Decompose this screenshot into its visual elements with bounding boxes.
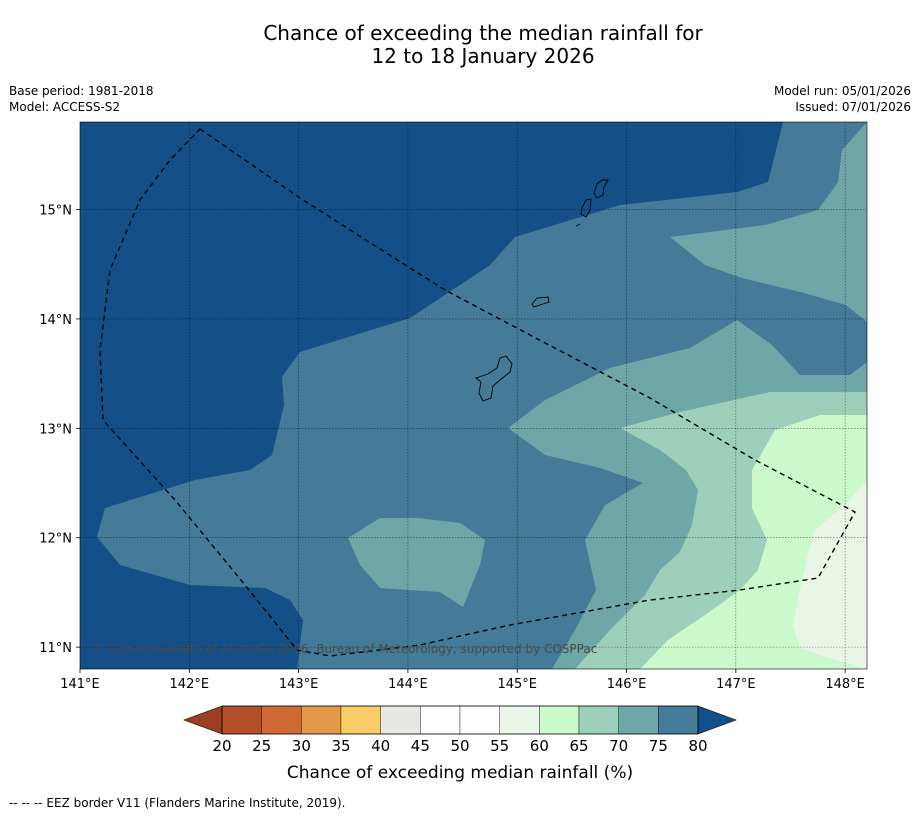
y-tick-label: 15°N <box>39 204 72 219</box>
colorbar-segment <box>340 705 381 735</box>
x-tick-label: 146°E <box>607 677 647 692</box>
colorbar-tick-label: 50 <box>450 737 469 755</box>
colorbar-tick-label: 20 <box>212 737 231 755</box>
colorbar-low-extend <box>183 705 223 735</box>
contour-fill-group: © Commonwealth of Australia 2026, Bureau… <box>80 122 867 669</box>
colorbar-tick-label: 70 <box>609 737 628 755</box>
colorbar-segment <box>420 705 461 735</box>
colorbar-tick-label: 40 <box>371 737 390 755</box>
colorbar-tick-label: 80 <box>688 737 707 755</box>
chart-title: Chance of exceeding the median rainfall … <box>0 22 919 68</box>
colorbar-segment <box>301 705 342 735</box>
y-tick-label: 14°N <box>39 313 72 328</box>
gridlines <box>80 122 867 669</box>
forecast-map: © Commonwealth of Australia 2026, Bureau… <box>39 121 868 783</box>
colorbar-tick-label: 65 <box>569 737 588 755</box>
colorbar-tick-label: 60 <box>530 737 549 755</box>
colorbar-segment <box>261 705 302 735</box>
footer-note: -- -- -- EEZ border V11 (Flanders Marine… <box>9 796 346 810</box>
colorbar-segment <box>539 705 580 735</box>
x-axis-ticks: 141°E 142°E 143°E 144°E 145°E 146°E 147°E 148°E <box>60 669 865 692</box>
colorbar-tick-label: 75 <box>649 737 668 755</box>
colorbar-tick-label: 55 <box>490 737 509 755</box>
colorbar-tick-label: 35 <box>331 737 350 755</box>
x-tick-label: 147°E <box>716 677 756 692</box>
y-tick-label: 11°N <box>39 641 72 656</box>
colorbar-segment <box>380 705 421 735</box>
colorbar-high-extend <box>697 705 737 735</box>
issued-date: Issued: 07/01/2026 <box>795 100 911 114</box>
base-period: Base period: 1981-2018 <box>9 84 154 98</box>
y-tick-label: 12°N <box>39 532 72 547</box>
x-tick-label: 145°E <box>497 677 537 692</box>
title-line-1: Chance of exceeding the median rainfall … <box>263 21 703 45</box>
colorbar: 20 25 30 35 40 45 50 55 60 65 70 75 80 <box>183 705 737 755</box>
island-guam <box>475 355 513 402</box>
x-tick-label: 141°E <box>60 677 100 692</box>
colorbar-segment <box>618 705 659 735</box>
model-run: Model run: 05/01/2026 <box>773 84 911 98</box>
colorbar-segment <box>499 705 540 735</box>
model-name: Model: ACCESS-S2 <box>9 100 121 114</box>
colorbar-segment <box>221 705 262 735</box>
y-tick-label: 13°N <box>39 422 72 437</box>
island-saipan <box>593 179 609 199</box>
x-tick-label: 148°E <box>825 677 865 692</box>
colorbar-label: Chance of exceeding median rainfall (%) <box>287 763 633 783</box>
colorbar-segment <box>459 705 500 735</box>
y-axis-ticks: 15°N 14°N 13°N 12°N 11°N <box>39 204 80 656</box>
eez-border <box>99 128 856 657</box>
island-aguijan <box>575 223 581 227</box>
colorbar-segment <box>658 705 699 735</box>
colorbar-tick-label: 45 <box>411 737 430 755</box>
x-tick-label: 143°E <box>279 677 319 692</box>
colorbar-frame <box>221 705 699 735</box>
x-tick-label: 142°E <box>170 677 210 692</box>
colorbar-tick-label: 30 <box>292 737 311 755</box>
plot-frame <box>79 121 868 670</box>
islands <box>475 179 609 402</box>
contour-55-60 <box>793 480 867 669</box>
meta-left: Base period: 1981-2018 Model: ACCESS-S2 <box>9 83 154 115</box>
colorbar-segment <box>578 705 619 735</box>
colorbar-tick-label: 25 <box>252 737 271 755</box>
copyright-text: © Commonwealth of Australia 2026, Bureau… <box>92 642 597 656</box>
x-tick-label: 144°E <box>388 677 428 692</box>
title-line-2: 12 to 18 January 2026 <box>371 44 595 68</box>
meta-right: Model run: 05/01/2026 Issued: 07/01/2026 <box>774 83 911 115</box>
island-rota <box>531 296 550 308</box>
island-tinian <box>580 198 592 218</box>
contour-70-75-blob <box>348 518 485 607</box>
